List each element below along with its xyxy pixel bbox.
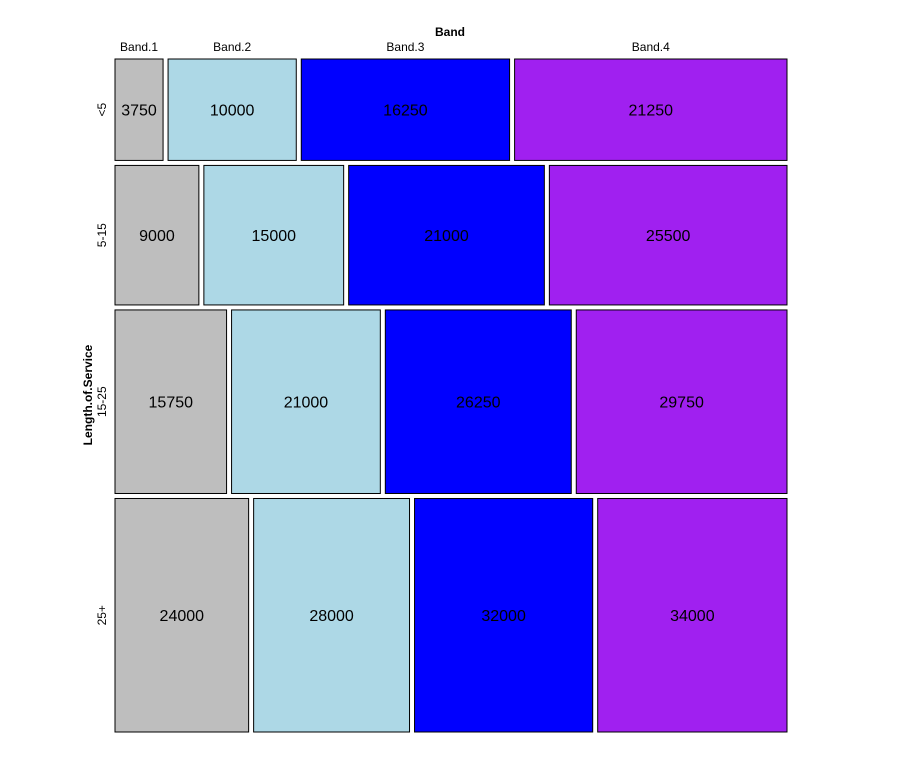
cell-value-label: 15750 <box>149 395 194 412</box>
row-label: 25+ <box>95 605 109 625</box>
cell-value-label: 10000 <box>210 103 255 120</box>
cell-value-label: 26250 <box>456 395 501 412</box>
cell-value-label: 29750 <box>659 395 704 412</box>
column-label: Band.1 <box>120 40 158 54</box>
mosaic-cell <box>514 58 788 161</box>
mosaic-cell <box>114 58 164 161</box>
mosaic-cell <box>167 58 297 161</box>
row-label: 15-25 <box>95 386 109 417</box>
mosaic-cell <box>114 164 200 306</box>
cell-value-label: 3750 <box>121 103 157 120</box>
cell-value-label: 24000 <box>160 608 205 625</box>
cell-value-label: 21250 <box>629 103 674 120</box>
mosaic-cell <box>114 309 228 494</box>
mosaic-cell <box>203 164 345 306</box>
mosaic-cell <box>348 164 545 306</box>
column-label: Band.4 <box>632 40 670 54</box>
mosaic-cell <box>414 497 594 733</box>
mosaic-cells: 3750 10000 16250 21250 9000 15000 21000 25500 15… <box>114 58 788 733</box>
cell-value-label: 9000 <box>139 228 175 245</box>
column-label: Band.2 <box>213 40 251 54</box>
mosaic-cell <box>575 309 788 494</box>
mosaic-cell <box>300 58 511 161</box>
mosaic-cell <box>231 309 381 494</box>
x-axis-title: Band <box>435 25 465 39</box>
cell-value-label: 25500 <box>646 228 691 245</box>
mosaic-cell <box>253 497 411 733</box>
y-axis-title: Length.of.Service <box>81 344 95 445</box>
cell-value-label: 28000 <box>309 608 354 625</box>
cell-value-label: 21000 <box>424 228 469 245</box>
mosaic-cell <box>548 164 788 306</box>
row-labels: <5 5-15 15-25 25+ <box>95 103 109 626</box>
column-label: Band.3 <box>386 40 424 54</box>
mosaic-cell <box>384 309 572 494</box>
cell-value-label: 15000 <box>252 228 297 245</box>
mosaic-cell <box>114 497 250 733</box>
row-label: 5-15 <box>95 223 109 247</box>
mosaic-cell <box>597 497 788 733</box>
cell-value-label: 34000 <box>670 608 715 625</box>
cell-value-label: 32000 <box>481 608 526 625</box>
row-label: <5 <box>95 103 109 117</box>
cell-value-label: 21000 <box>284 395 329 412</box>
cell-value-label: 16250 <box>383 103 428 120</box>
column-labels: Band.1 Band.2 Band.3 Band.4 <box>120 40 670 54</box>
